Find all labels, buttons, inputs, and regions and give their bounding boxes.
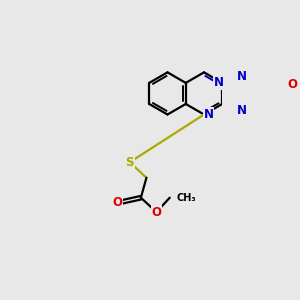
Text: O: O [288, 78, 298, 91]
Text: N: N [237, 104, 247, 117]
Text: N: N [237, 70, 247, 83]
Text: O: O [152, 206, 161, 219]
Text: N: N [203, 108, 213, 121]
Text: O: O [112, 196, 123, 208]
Text: CH₃: CH₃ [176, 193, 196, 203]
Text: N: N [214, 76, 224, 89]
Text: S: S [125, 156, 134, 169]
